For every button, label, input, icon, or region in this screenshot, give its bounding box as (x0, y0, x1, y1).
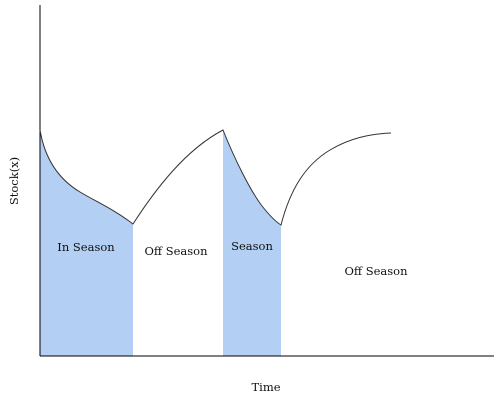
segment-label-season: Season (231, 239, 273, 253)
x-axis-label: Time (251, 380, 280, 394)
in-season-shade (40, 130, 133, 356)
y-axis-label: Stock(x) (7, 157, 21, 205)
segment-label-in-season: In Season (57, 240, 115, 254)
season-shade (223, 130, 281, 356)
segment-label-off-season-2: Off Season (344, 264, 408, 278)
segment-label-off-season: Off Season (144, 244, 208, 258)
stock-curve (39, 129, 392, 226)
